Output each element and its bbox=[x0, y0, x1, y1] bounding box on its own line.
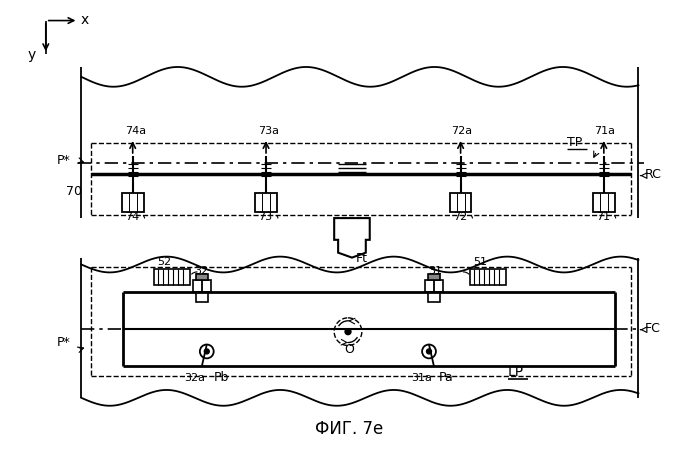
Text: Pa: Pa bbox=[439, 371, 454, 384]
Bar bbox=[593, 193, 615, 212]
Circle shape bbox=[422, 345, 436, 359]
Text: 72: 72 bbox=[453, 212, 467, 222]
Text: P*: P* bbox=[57, 336, 70, 350]
Text: 70: 70 bbox=[66, 185, 82, 198]
Text: 73: 73 bbox=[258, 212, 272, 222]
Text: FC: FC bbox=[644, 322, 660, 335]
Text: 51: 51 bbox=[473, 257, 487, 267]
Text: y: y bbox=[28, 48, 36, 62]
Text: 71: 71 bbox=[596, 212, 610, 222]
Text: LP: LP bbox=[508, 365, 524, 379]
Bar bbox=[193, 281, 211, 292]
Text: 32: 32 bbox=[194, 267, 208, 276]
Text: Pb: Pb bbox=[214, 371, 229, 384]
Text: x: x bbox=[80, 13, 89, 27]
Text: Ft: Ft bbox=[356, 252, 368, 265]
Bar bbox=[255, 193, 277, 212]
Bar bbox=[428, 292, 440, 302]
Text: RC: RC bbox=[644, 168, 661, 180]
Bar bbox=[470, 269, 506, 285]
Text: ФИГ. 7e: ФИГ. 7e bbox=[315, 420, 383, 438]
Bar bbox=[450, 193, 471, 212]
Bar bbox=[196, 274, 208, 281]
Text: 71a: 71a bbox=[594, 126, 615, 136]
Circle shape bbox=[205, 349, 209, 354]
Text: 52: 52 bbox=[157, 257, 172, 267]
Text: 74: 74 bbox=[125, 212, 139, 222]
Text: TP: TP bbox=[567, 136, 583, 149]
Circle shape bbox=[345, 329, 351, 335]
Circle shape bbox=[334, 318, 362, 345]
Text: 32a: 32a bbox=[184, 373, 205, 383]
Circle shape bbox=[200, 345, 214, 359]
Bar bbox=[425, 281, 443, 292]
Text: 31a: 31a bbox=[411, 373, 432, 383]
Polygon shape bbox=[334, 218, 370, 258]
Text: 74a: 74a bbox=[125, 126, 146, 136]
Text: 72a: 72a bbox=[451, 126, 472, 136]
Bar bbox=[428, 274, 440, 281]
Text: P*: P* bbox=[57, 154, 70, 167]
Text: 31: 31 bbox=[428, 267, 442, 276]
Text: O: O bbox=[344, 343, 354, 356]
Bar bbox=[196, 292, 208, 302]
Bar bbox=[122, 193, 144, 212]
Text: 73a: 73a bbox=[258, 126, 279, 136]
Circle shape bbox=[426, 349, 431, 354]
Bar bbox=[154, 269, 190, 285]
